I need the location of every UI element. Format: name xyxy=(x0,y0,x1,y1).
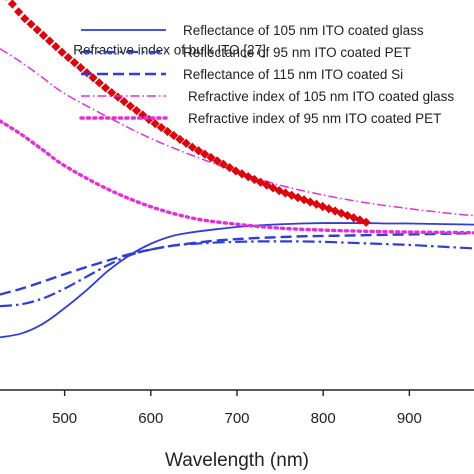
x-tick-label: 700 xyxy=(224,410,249,427)
legend-item-refractive-index-of-95-nm-ito-coated-pet: Refractive index of 95 nm ITO coated PET xyxy=(79,111,441,126)
x-tick-label: 600 xyxy=(138,410,163,427)
marker-bulk-ito xyxy=(63,52,73,63)
marker-bulk-ito xyxy=(206,152,216,163)
marker-bulk-ito xyxy=(224,162,235,173)
marker-bulk-ito xyxy=(187,142,197,152)
marker-bulk-ito xyxy=(162,126,173,137)
marker-bulk-ito xyxy=(131,105,142,116)
marker-bulk-ito xyxy=(193,146,204,156)
series-reflectance-of-115-nm-ito-coated-si xyxy=(0,232,474,296)
marker-bulk-ito xyxy=(249,174,260,185)
legend-label: Refractive index of 105 nm ITO coated gl… xyxy=(188,89,454,104)
marker-bulk-ito xyxy=(212,156,222,166)
marker-bulk-ito xyxy=(7,0,18,9)
marker-bulk-ito xyxy=(119,96,129,107)
marker-bulk-ito xyxy=(14,7,24,17)
marker-bulk-ito xyxy=(94,78,104,88)
marker-bulk-ito xyxy=(181,138,191,148)
legend: Reflectance of 105 nm ITO coated glass Re… xyxy=(79,23,454,126)
marker-bulk-ito xyxy=(51,42,61,52)
marker-bulk-ito xyxy=(125,101,135,111)
marker-bulk-ito xyxy=(38,30,49,41)
marker-bulk-ito xyxy=(200,149,210,159)
marker-bulk-ito xyxy=(305,197,315,207)
marker-bulk-ito xyxy=(20,13,30,24)
marker-bulk-ito xyxy=(268,183,278,193)
marker-bulk-ito xyxy=(57,47,67,57)
x-tick-label: 800 xyxy=(311,410,336,427)
plot-area xyxy=(0,0,474,339)
series-refractive-index-of-105-nm-ito-coated-glass xyxy=(0,48,474,217)
marker-bulk-ito xyxy=(69,58,80,68)
marker-bulk-ito xyxy=(218,159,228,169)
x-axis-title: Wavelength (nm) xyxy=(165,450,309,471)
legend-label: Reflectance of 115 nm ITO coated Si xyxy=(183,67,403,82)
marker-bulk-ito xyxy=(82,68,92,78)
marker-bulk-ito xyxy=(336,208,346,218)
marker-bulk-ito xyxy=(311,199,322,209)
marker-bulk-ito xyxy=(175,134,185,144)
marker-bulk-ito xyxy=(45,36,55,46)
marker-bulk-ito xyxy=(274,186,284,196)
marker-bulk-ito xyxy=(169,130,179,141)
series-reflectance-of-105-nm-ito-coated-glass xyxy=(0,222,474,339)
marker-bulk-ito xyxy=(156,122,166,133)
annotations: Refractive index of bulk ITO [27] xyxy=(73,43,266,58)
series-reflectance-of-95-nm-ito-coated-pet xyxy=(0,240,474,308)
series-refractive-index-of-bulk-ito-27 xyxy=(5,0,371,227)
legend-label: Reflectance of 95 nm ITO coated PET xyxy=(183,45,411,60)
marker-bulk-ito xyxy=(361,217,371,227)
legend-label: Reflectance of 105 nm ITO coated glass xyxy=(183,23,424,38)
legend-item-refractive-index-of-105-nm-ito-coated-glass: Refractive index of 105 nm ITO coated gl… xyxy=(81,89,454,104)
marker-bulk-ito xyxy=(5,0,7,1)
x-tick-label: 900 xyxy=(397,410,422,427)
marker-bulk-ito xyxy=(26,19,36,29)
marker-bulk-ito xyxy=(150,119,160,129)
marker-bulk-ito xyxy=(280,188,291,198)
marker-bulk-ito xyxy=(76,63,86,73)
marker-bulk-ito xyxy=(113,92,123,102)
legend-item-reflectance-of-105-nm-ito-coated-glass: Reflectance of 105 nm ITO coated glass xyxy=(81,23,424,38)
marker-bulk-ito xyxy=(32,25,42,35)
annotation-bulk-ito: Refractive index of bulk ITO [27] xyxy=(73,43,266,58)
legend-label: Refractive index of 95 nm ITO coated PET xyxy=(188,111,441,126)
series-refractive-index-of-95-nm-ito-coated-pet xyxy=(0,119,474,235)
legend-item-reflectance-of-95-nm-ito-coated-pet: Reflectance of 95 nm ITO coated PET xyxy=(81,45,411,60)
marker-bulk-ito xyxy=(342,210,353,221)
marker-bulk-ito xyxy=(88,73,98,83)
x-tick-label: 500 xyxy=(52,410,77,427)
axes: 500 600 700 800 900 Wavelength (nm) xyxy=(0,389,474,471)
marker-bulk-ito xyxy=(107,87,117,98)
marker-bulk-ito xyxy=(100,83,111,93)
legend-item-reflectance-of-115-nm-ito-coated-si: Reflectance of 115 nm ITO coated Si xyxy=(81,67,403,82)
